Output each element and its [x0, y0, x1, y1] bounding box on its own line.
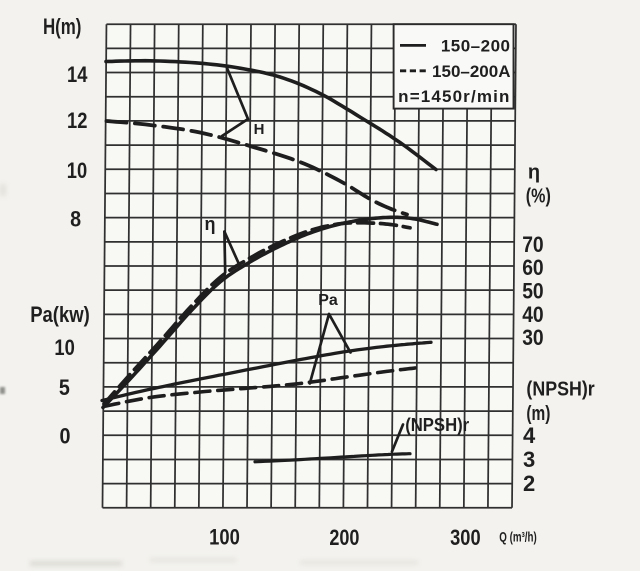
svg-text:50: 50 — [522, 279, 544, 304]
svg-text:Pa(kw): Pa(kw) — [30, 302, 90, 327]
svg-text:2: 2 — [523, 471, 535, 496]
svg-text:3: 3 — [523, 447, 535, 472]
svg-text:H: H — [254, 121, 265, 138]
svg-text:8: 8 — [70, 207, 81, 232]
svg-text:(%): (%) — [526, 186, 551, 208]
svg-text:300: 300 — [450, 525, 481, 550]
svg-text:10: 10 — [54, 335, 74, 360]
svg-text:0: 0 — [60, 423, 71, 448]
svg-text:150–200A: 150–200A — [432, 62, 510, 81]
svg-text:70: 70 — [522, 232, 544, 257]
svg-text:(NPSH)r: (NPSH)r — [405, 415, 469, 435]
svg-text:5: 5 — [59, 375, 70, 400]
svg-text:Pa: Pa — [318, 292, 338, 309]
svg-text:n=1450r/min: n=1450r/min — [398, 87, 510, 106]
svg-text:150–200: 150–200 — [441, 37, 511, 56]
svg-text:40: 40 — [522, 302, 544, 327]
svg-text:η: η — [205, 214, 216, 234]
svg-text:200: 200 — [329, 525, 359, 550]
svg-text:100: 100 — [209, 525, 240, 550]
svg-text:4: 4 — [523, 423, 536, 448]
svg-text:60: 60 — [522, 255, 544, 280]
svg-text:14: 14 — [67, 62, 88, 87]
svg-text:η: η — [528, 162, 540, 184]
svg-text:12: 12 — [67, 108, 87, 133]
svg-text:(m): (m) — [526, 403, 550, 425]
svg-text:Q (m³/h): Q (m³/h) — [499, 529, 537, 544]
svg-text:(NPSH)r: (NPSH)r — [526, 379, 594, 401]
svg-text:30: 30 — [522, 325, 544, 350]
svg-text:H(m): H(m) — [43, 14, 82, 39]
svg-text:10: 10 — [67, 158, 87, 183]
